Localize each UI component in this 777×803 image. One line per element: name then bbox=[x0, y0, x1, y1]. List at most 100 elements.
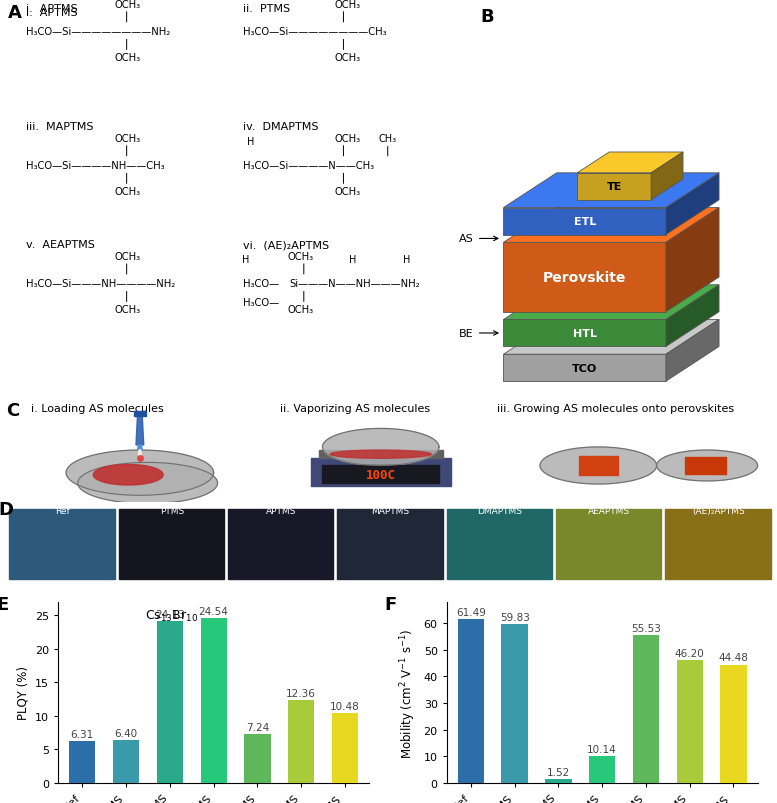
Polygon shape bbox=[503, 320, 666, 347]
Polygon shape bbox=[503, 285, 719, 320]
Text: TE: TE bbox=[607, 182, 622, 192]
Text: 24.54: 24.54 bbox=[199, 607, 228, 617]
Polygon shape bbox=[138, 446, 142, 450]
Polygon shape bbox=[540, 447, 657, 484]
Bar bbox=[113, 740, 139, 783]
Text: OCH₃: OCH₃ bbox=[334, 53, 361, 63]
Bar bbox=[720, 665, 747, 783]
Text: H: H bbox=[246, 137, 254, 146]
Y-axis label: Mobility (cm$^2$ V$^{-1}$ s$^{-1}$): Mobility (cm$^2$ V$^{-1}$ s$^{-1}$) bbox=[399, 627, 418, 758]
Polygon shape bbox=[666, 285, 719, 347]
Text: 12.36: 12.36 bbox=[286, 688, 316, 699]
Polygon shape bbox=[666, 208, 719, 312]
Text: BE: BE bbox=[459, 328, 498, 339]
Text: OCH₃: OCH₃ bbox=[287, 252, 314, 262]
Text: HTL: HTL bbox=[573, 328, 597, 339]
Text: 44.48: 44.48 bbox=[719, 653, 748, 662]
Text: DMAPTMS: DMAPTMS bbox=[477, 507, 522, 516]
Polygon shape bbox=[311, 459, 451, 487]
Text: i.  APTMS: i. APTMS bbox=[26, 8, 78, 18]
Text: H₃CO—Si———NH————NH₂: H₃CO—Si———NH————NH₂ bbox=[26, 279, 176, 288]
Text: OCH₃: OCH₃ bbox=[115, 53, 141, 63]
Text: 59.83: 59.83 bbox=[500, 612, 530, 622]
Bar bbox=[447, 510, 552, 579]
Polygon shape bbox=[503, 320, 719, 355]
Text: A: A bbox=[8, 4, 22, 22]
Bar bbox=[119, 510, 224, 579]
Text: H₃CO—Si————————CH₃: H₃CO—Si————————CH₃ bbox=[243, 26, 387, 37]
Bar bbox=[200, 619, 227, 783]
Text: 7.24: 7.24 bbox=[246, 723, 269, 732]
Text: Perovskite: Perovskite bbox=[543, 271, 626, 285]
Text: 10.48: 10.48 bbox=[330, 701, 360, 711]
Bar bbox=[288, 700, 315, 783]
Text: OCH₃: OCH₃ bbox=[334, 134, 361, 144]
Text: 10.14: 10.14 bbox=[587, 744, 617, 754]
Text: 1.52: 1.52 bbox=[547, 767, 570, 777]
Text: ii. Vaporizing AS molecules: ii. Vaporizing AS molecules bbox=[280, 403, 430, 414]
Text: iii.  MAPTMS: iii. MAPTMS bbox=[26, 122, 94, 132]
Text: 61.49: 61.49 bbox=[456, 607, 486, 618]
Text: H₃CO—: H₃CO— bbox=[243, 297, 279, 307]
Bar bbox=[228, 510, 333, 579]
Text: iii. Growing AS molecules onto perovskites: iii. Growing AS molecules onto perovskit… bbox=[497, 403, 734, 414]
Bar bbox=[69, 740, 96, 783]
Text: AEAPTMS: AEAPTMS bbox=[588, 507, 630, 516]
Bar bbox=[632, 635, 659, 783]
Text: ii.  PTMS: ii. PTMS bbox=[243, 4, 291, 14]
Polygon shape bbox=[503, 208, 719, 243]
Polygon shape bbox=[138, 450, 141, 455]
Text: D: D bbox=[0, 500, 13, 518]
Text: TCO: TCO bbox=[572, 363, 598, 373]
Bar bbox=[545, 779, 572, 783]
Text: H₃CO—Si————————NH₂: H₃CO—Si————————NH₂ bbox=[26, 26, 171, 37]
Bar bbox=[458, 620, 484, 783]
Text: Ref: Ref bbox=[55, 507, 70, 516]
Text: OCH₃: OCH₃ bbox=[115, 252, 141, 262]
Bar bbox=[677, 660, 703, 783]
Text: OCH₃: OCH₃ bbox=[115, 305, 141, 315]
Polygon shape bbox=[666, 320, 719, 381]
Text: CH₃: CH₃ bbox=[378, 134, 397, 144]
Text: iv.  DMAPTMS: iv. DMAPTMS bbox=[243, 122, 319, 132]
Polygon shape bbox=[577, 173, 651, 201]
Text: H₃CO—: H₃CO— bbox=[243, 279, 279, 288]
Polygon shape bbox=[322, 429, 439, 466]
Text: (AE)₂APTMS: (AE)₂APTMS bbox=[692, 507, 745, 516]
Text: vi.  (AE)₂APTMS: vi. (AE)₂APTMS bbox=[243, 240, 329, 250]
Text: 6.40: 6.40 bbox=[114, 728, 138, 738]
Text: 100C: 100C bbox=[366, 468, 395, 481]
Text: OCH₃: OCH₃ bbox=[115, 187, 141, 197]
Text: i.  APTMS: i. APTMS bbox=[26, 4, 78, 14]
Text: H₃CO—Si————N——CH₃: H₃CO—Si————N——CH₃ bbox=[243, 161, 375, 170]
Text: H: H bbox=[349, 255, 357, 264]
Bar bbox=[244, 735, 270, 783]
Text: H₃CO—Si————NH——CH₃: H₃CO—Si————NH——CH₃ bbox=[26, 161, 165, 170]
Text: OCH₃: OCH₃ bbox=[287, 305, 314, 315]
Bar bbox=[337, 510, 443, 579]
Text: AS: AS bbox=[459, 234, 498, 244]
Text: E: E bbox=[0, 595, 9, 613]
Text: Si———N——NH———NH₂: Si———N——NH———NH₂ bbox=[290, 279, 420, 288]
Polygon shape bbox=[503, 243, 666, 312]
Text: C: C bbox=[6, 402, 19, 419]
Bar bbox=[9, 510, 115, 579]
Text: PTMS: PTMS bbox=[159, 507, 184, 516]
Polygon shape bbox=[93, 465, 163, 486]
Text: H: H bbox=[242, 255, 249, 264]
Text: 6.31: 6.31 bbox=[71, 728, 94, 739]
Polygon shape bbox=[651, 153, 683, 201]
Polygon shape bbox=[503, 208, 666, 235]
Bar bbox=[589, 756, 615, 783]
Bar bbox=[665, 510, 771, 579]
Polygon shape bbox=[330, 450, 431, 459]
Polygon shape bbox=[78, 463, 218, 504]
Polygon shape bbox=[136, 414, 144, 446]
Text: i. Loading AS molecules: i. Loading AS molecules bbox=[31, 403, 164, 414]
Polygon shape bbox=[319, 450, 443, 459]
Text: ETL: ETL bbox=[573, 217, 596, 226]
Y-axis label: PLQY (%): PLQY (%) bbox=[16, 666, 30, 719]
Polygon shape bbox=[685, 458, 726, 474]
Text: OCH₃: OCH₃ bbox=[115, 0, 141, 10]
Text: v.  AEAPTMS: v. AEAPTMS bbox=[26, 240, 96, 250]
